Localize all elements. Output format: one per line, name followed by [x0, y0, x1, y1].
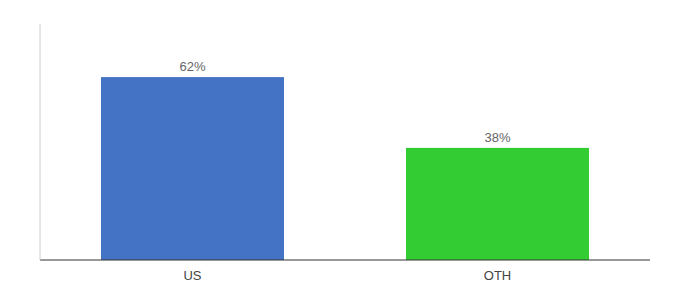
data-label: 62%	[179, 59, 205, 74]
x-tick-label: OTH	[484, 268, 511, 283]
bars	[101, 77, 589, 260]
chart-container: US OTH 62% 38%	[0, 0, 680, 300]
bar	[406, 148, 589, 260]
bar	[101, 77, 284, 260]
y-axis-line	[40, 24, 41, 260]
data-label: 38%	[484, 130, 510, 145]
x-tick-label: US	[183, 268, 201, 283]
chart: US OTH 62% 38%	[0, 0, 680, 300]
x-axis-line	[40, 260, 650, 261]
